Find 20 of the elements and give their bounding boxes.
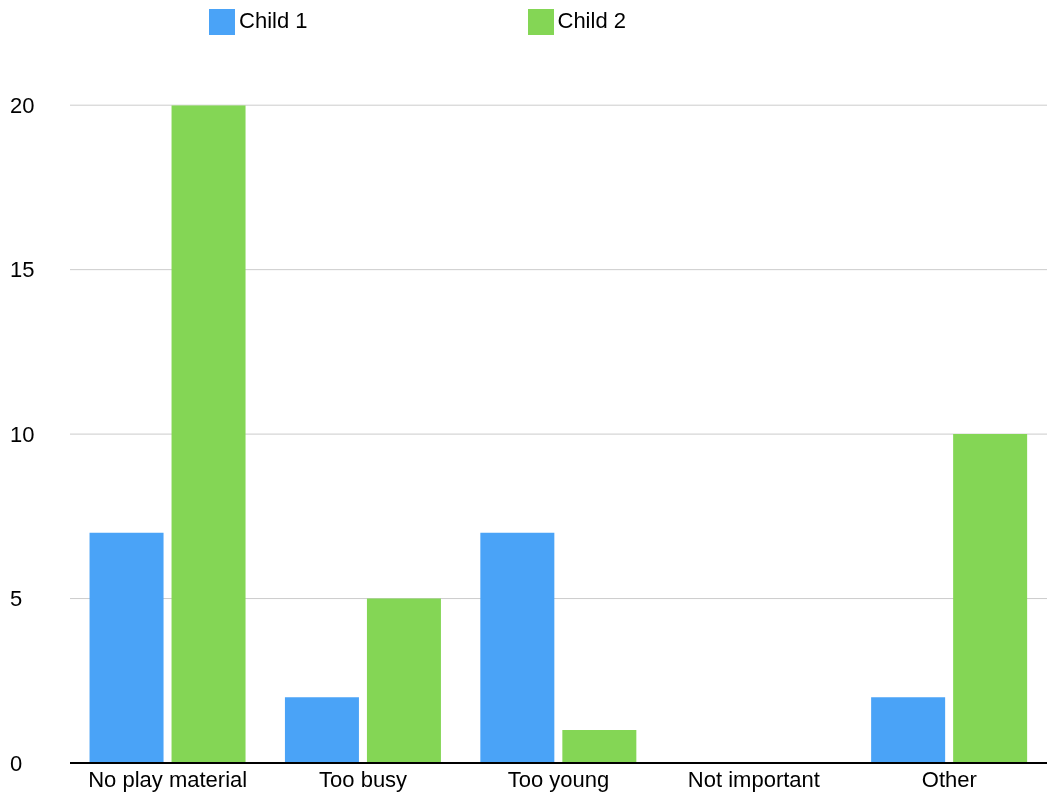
- bar: [562, 730, 637, 763]
- bar: [871, 697, 946, 763]
- bar: [953, 434, 1028, 763]
- bar: [171, 105, 246, 763]
- bar: [366, 598, 441, 763]
- x-tick-label: Too busy: [319, 766, 408, 792]
- legend-label: Child 2: [557, 8, 626, 33]
- bar: [480, 532, 555, 763]
- x-tick-label: Not important: [687, 766, 820, 792]
- x-tick-label: Other: [921, 766, 977, 792]
- bar: [284, 697, 359, 763]
- x-tick-label: No play material: [88, 766, 248, 792]
- y-tick-label: 20: [10, 93, 35, 118]
- legend-label: Child 1: [239, 8, 308, 33]
- y-tick-label: 5: [10, 586, 23, 612]
- bar: [89, 532, 164, 763]
- y-tick-label: 10: [10, 421, 35, 447]
- y-tick-label: 0: [10, 750, 23, 776]
- x-tick-label: Too young: [507, 766, 610, 792]
- y-tick-label: 15: [10, 257, 35, 283]
